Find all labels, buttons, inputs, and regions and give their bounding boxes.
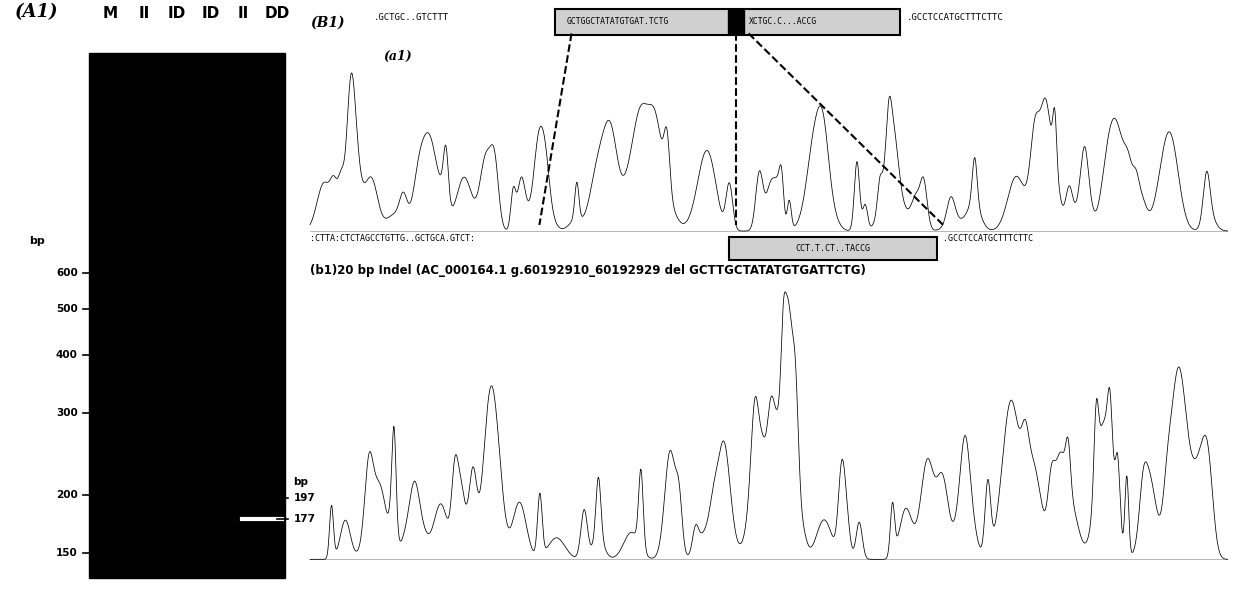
Text: ID: ID — [201, 6, 219, 21]
Bar — [89, 54, 285, 578]
Text: 300: 300 — [56, 408, 78, 418]
Text: XCTGC.C...ACCG: XCTGC.C...ACCG — [749, 18, 817, 26]
Text: DD: DD — [264, 6, 290, 21]
Text: 400: 400 — [56, 350, 78, 359]
Text: CCT.T.CT..TACCG: CCT.T.CT..TACCG — [796, 244, 870, 253]
Text: (A1): (A1) — [15, 3, 58, 21]
Text: II: II — [238, 6, 249, 21]
Text: II: II — [139, 6, 150, 21]
Text: .GCTGC..GTCTTT: .GCTGC..GTCTTT — [374, 13, 449, 22]
Text: GCTGGCTATATGTGAT.TCTG: GCTGGCTATATGTGAT.TCTG — [567, 18, 670, 26]
Text: (b1)20 bp Indel (AC_000164.1 g.60192910_60192929 del GCTTGCTATATGTGATTCTG): (b1)20 bp Indel (AC_000164.1 g.60192910_… — [310, 264, 866, 277]
Text: ID: ID — [169, 6, 186, 21]
Text: bp: bp — [294, 477, 309, 487]
FancyBboxPatch shape — [729, 237, 936, 260]
Text: (a1): (a1) — [383, 50, 412, 63]
Text: 500: 500 — [56, 305, 78, 314]
Text: 150: 150 — [56, 548, 78, 558]
FancyBboxPatch shape — [556, 9, 900, 35]
Text: .GCCTCCATGCTTTCTTC: .GCCTCCATGCTTTCTTC — [906, 13, 1003, 22]
Bar — [728, 10, 744, 33]
Text: .GCCTCCATGCTTTCTTC: .GCCTCCATGCTTTCTTC — [944, 234, 1033, 243]
Text: 177: 177 — [294, 514, 315, 525]
Text: (B1): (B1) — [310, 15, 345, 29]
Text: 197: 197 — [294, 493, 315, 503]
Text: :CTTA:CTCTAGCCTGTTG..GCTGCA.GTCT:: :CTTA:CTCTAGCCTGTTG..GCTGCA.GTCT: — [310, 234, 475, 243]
Text: 600: 600 — [56, 268, 78, 278]
Text: M: M — [103, 6, 118, 21]
Text: bp: bp — [29, 235, 45, 246]
Text: 200: 200 — [56, 490, 78, 500]
